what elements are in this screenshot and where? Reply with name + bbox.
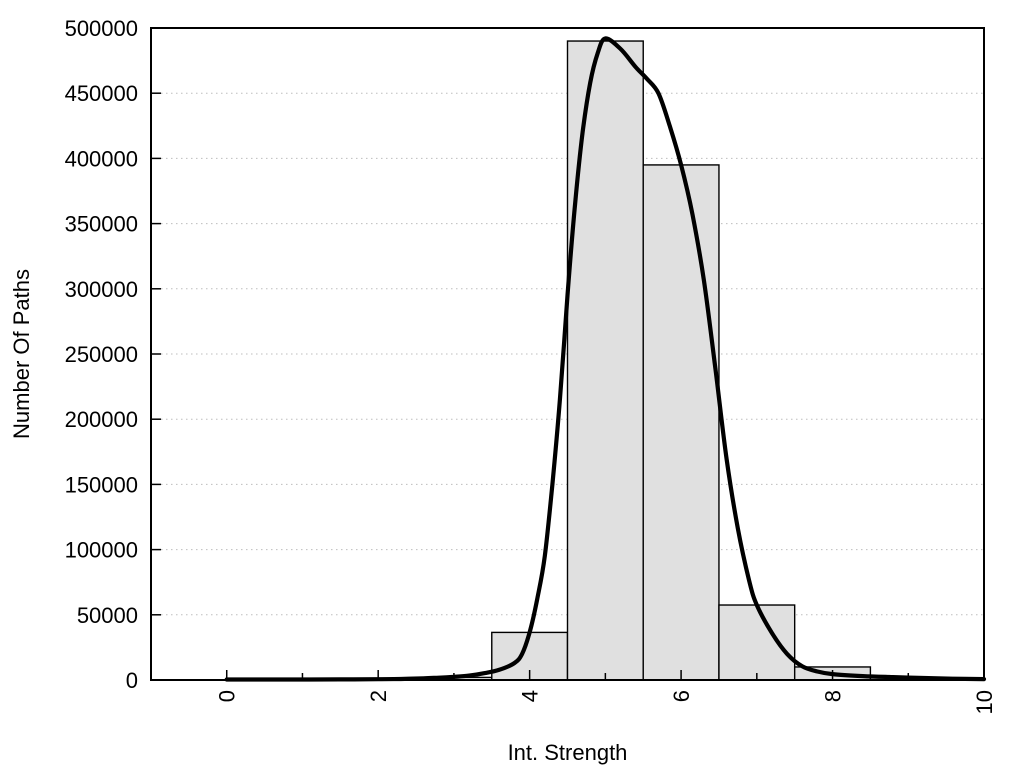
- y-tick-label: 250000: [65, 342, 138, 367]
- histogram-bars: [415, 40, 947, 681]
- y-tick-label: 150000: [65, 472, 138, 497]
- histogram-bar: [718, 604, 796, 681]
- histogram-bar: [642, 164, 720, 681]
- x-tick-label: 6: [669, 690, 694, 702]
- x-tick-label: 4: [518, 690, 543, 702]
- tick-marks: [151, 27, 985, 681]
- y-tick-label: 500000: [65, 16, 138, 41]
- x-tick-label: 8: [821, 690, 846, 702]
- y-tick-label: 0: [126, 668, 138, 693]
- x-tick-label: 2: [366, 690, 391, 702]
- x-tick-label: 0: [215, 690, 240, 702]
- y-tick-label: 200000: [65, 407, 138, 432]
- y-axis-title: Number Of Paths: [9, 269, 34, 439]
- histogram-bar: [566, 40, 644, 681]
- x-axis-title: Int. Strength: [507, 740, 628, 765]
- y-tick-label: 100000: [65, 538, 138, 563]
- y-tick-label: 400000: [65, 146, 138, 171]
- x-tick-label: 10: [972, 690, 997, 714]
- y-tick-label: 450000: [65, 81, 138, 106]
- y-tick-label: 350000: [65, 212, 138, 237]
- tick-labels: 0 50000 100000 150000 200000 250000 300000 3500…: [65, 16, 997, 714]
- y-tick-label: 50000: [77, 603, 138, 628]
- y-tick-label: 300000: [65, 277, 138, 302]
